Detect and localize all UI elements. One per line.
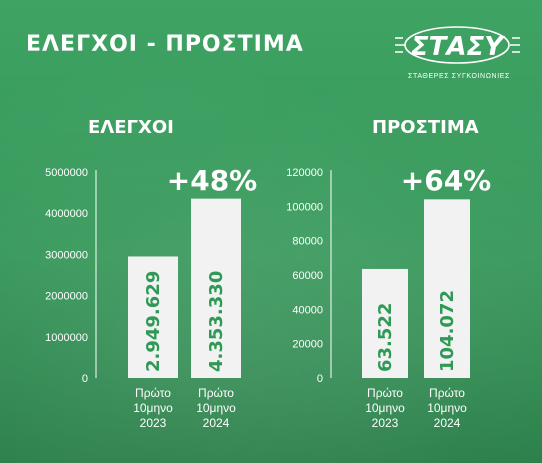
left-y-tick-label: 4000000 bbox=[45, 208, 88, 220]
right-category-label: 2023 bbox=[372, 416, 399, 430]
right-y-tick-label: 0 bbox=[317, 373, 323, 385]
right-y-tick-label: 60000 bbox=[292, 270, 323, 282]
right-y-tick-label: 120000 bbox=[286, 167, 323, 179]
right-y-tick-label: 20000 bbox=[292, 339, 323, 351]
left-bar-value-label-1: 2.949.629 bbox=[143, 271, 164, 372]
right-y-tick-label: 40000 bbox=[292, 304, 323, 316]
left-y-tick-label: 2000000 bbox=[45, 291, 88, 303]
right-category-label: Πρώτο bbox=[429, 386, 465, 400]
left-category-label: Πρώτο bbox=[135, 386, 171, 400]
page-title: ΕΛΕΓΧΟΙ - ΠΡΟΣΤΙΜΑ bbox=[26, 32, 304, 57]
right-chart-title: ΠΡΟΣΤΙΜΑ bbox=[372, 117, 479, 138]
right-category-label: 10μηνο bbox=[365, 401, 405, 415]
left-category-label: 10μηνο bbox=[133, 401, 173, 415]
left-y-tick-label: 1000000 bbox=[45, 332, 88, 344]
right-bar-1 bbox=[362, 268, 408, 378]
logo-tagline: ΣΤΑΘΕΡΕΣ ΣΥΓΚΟΙΝΩΝΙΕΣ bbox=[408, 73, 510, 80]
left-category-label: 2024 bbox=[203, 416, 230, 430]
stasy-logo-wordmark: ΣΤΑΣΥ bbox=[411, 32, 506, 62]
logo-wordmark: ΣΤΑΣΥ bbox=[411, 32, 506, 62]
right-y-tick-label: 80000 bbox=[292, 236, 323, 248]
stasy-logo bbox=[395, 26, 520, 64]
left-y-tick-label: 3000000 bbox=[45, 249, 88, 261]
left-chart-title: ΕΛΕΓΧΟΙ bbox=[88, 117, 174, 138]
right-category-label: 2024 bbox=[434, 416, 461, 430]
right-category-label: 10μηνο bbox=[427, 401, 467, 415]
left-bar-value-label-2: 4.353.330 bbox=[206, 271, 227, 372]
left-category-label: 10μηνο bbox=[196, 401, 236, 415]
left-y-tick-label: 5000000 bbox=[45, 167, 88, 179]
right-bar-value-label-1: 63.522 bbox=[375, 303, 396, 372]
left-growth-annotation: +48% bbox=[167, 164, 257, 197]
right-bar-value-label-2: 104.072 bbox=[437, 290, 458, 372]
left-category-label: 2023 bbox=[140, 416, 167, 430]
left-y-tick-label: 0 bbox=[82, 373, 88, 385]
left-category-label: Πρώτο bbox=[198, 386, 234, 400]
left-bar-2 bbox=[191, 198, 241, 378]
right-bar-2 bbox=[424, 199, 470, 378]
right-growth-annotation: +64% bbox=[401, 164, 491, 197]
right-category-label: Πρώτο bbox=[367, 386, 403, 400]
right-y-tick-label: 100000 bbox=[286, 201, 323, 213]
left-bar-1 bbox=[128, 256, 178, 378]
